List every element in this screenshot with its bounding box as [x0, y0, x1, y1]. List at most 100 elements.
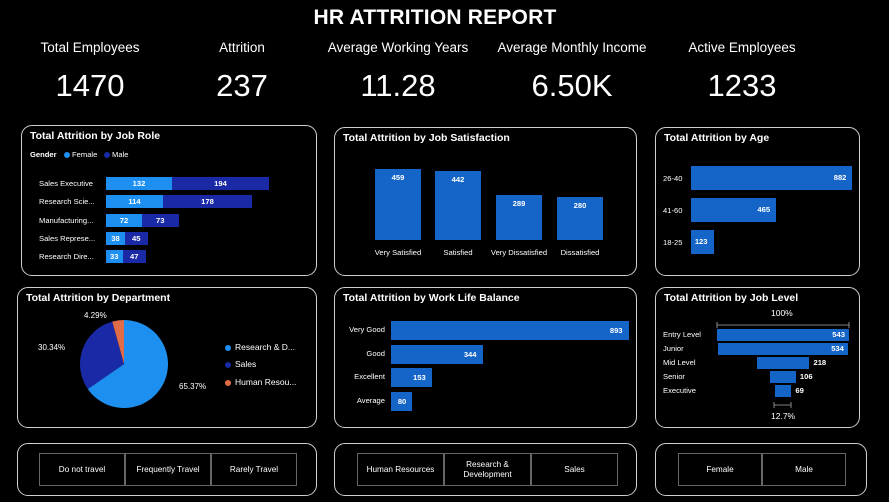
age-bar — [691, 166, 853, 190]
age-label: 18-25 — [663, 238, 683, 247]
legend-title: Gender — [30, 150, 57, 159]
female-dot-icon — [64, 152, 70, 158]
card-title: Total Attrition by Department — [26, 292, 171, 304]
funnel-brackets — [716, 322, 850, 408]
age-bar — [691, 198, 777, 222]
work-life-label: Very Good — [349, 325, 385, 334]
pct-label-rd: 65.37% — [179, 382, 207, 391]
job-level-value: 543 — [832, 330, 845, 339]
job-level-value: 69 — [795, 386, 804, 395]
female-value: 38 — [111, 233, 120, 243]
kpi-attrition: Attrition 237 — [157, 40, 327, 104]
work-life-value: 153 — [413, 373, 426, 382]
slicer-male[interactable]: Male — [762, 453, 846, 486]
job-level-value: 218 — [813, 358, 827, 367]
kpi-value: 11.28 — [360, 68, 436, 103]
pie-slice[interactable] — [87, 320, 168, 408]
job-level-value: 534 — [831, 344, 844, 353]
slicer-human-resources[interactable]: Human Resources — [357, 453, 444, 486]
female-bar — [106, 231, 125, 245]
job-role-label: Sales Executive — [39, 179, 94, 188]
male-bar — [125, 231, 148, 245]
pie-slice[interactable] — [112, 320, 124, 364]
job-level-bar — [756, 357, 810, 369]
male-value: 194 — [214, 179, 227, 188]
legend-label: Human Resou... — [235, 377, 297, 387]
work-life-bar — [391, 344, 483, 364]
male-value: 45 — [132, 233, 141, 243]
male-value: 178 — [201, 197, 214, 207]
job-role-label: Manufacturing... — [39, 215, 94, 225]
male-value: 47 — [130, 252, 139, 262]
kpi-value: 1470 — [55, 68, 125, 103]
kpi-total-employees: Total Employees 1470 — [5, 40, 175, 104]
age-label: 41-60 — [663, 206, 683, 215]
satisfaction-label: Very Dissatisfied — [490, 248, 548, 257]
satisfaction-label: Satisfied — [443, 248, 473, 257]
female-bar — [106, 177, 172, 190]
work-life-label: Excellent — [354, 372, 385, 381]
job-satisfaction-card[interactable]: Total Attrition by Job Satisfaction 459 V… — [334, 127, 637, 276]
slicer-frequently-travel[interactable]: Frequently Travel — [125, 453, 211, 486]
kpi-value: 237 — [216, 68, 268, 103]
report-title: HR ATTRITION REPORT — [313, 6, 557, 29]
legend-label: Research & D... — [235, 342, 295, 352]
funnel-top-pct: 100% — [771, 308, 793, 318]
legend-research[interactable]: Research & D... — [225, 342, 295, 352]
slicer-rarely-travel[interactable]: Rarely Travel — [211, 453, 297, 486]
department-card[interactable]: Total Attrition by Department 4.29% 30.3… — [17, 287, 317, 428]
satisfaction-label: Very Satisfied — [374, 248, 422, 257]
job-level-bar — [717, 329, 849, 341]
legend-male[interactable]: Male — [104, 150, 128, 159]
job-role-label: Research Dire... — [39, 252, 94, 262]
legend-female[interactable]: Female — [64, 150, 97, 159]
job-level-bar — [770, 371, 796, 383]
kpi-label: Attrition — [219, 40, 265, 55]
work-life-bar — [391, 321, 629, 340]
work-life-value: 80 — [397, 396, 407, 406]
work-life-card[interactable]: Total Attrition by Work Life Balance Ver… — [334, 287, 637, 428]
funnel-bottom-pct: 12.7% — [771, 411, 796, 421]
department-slicer-card: Human Resources Research & Development S… — [334, 443, 637, 496]
legend-sales[interactable]: Sales — [225, 359, 256, 369]
legend-label: Sales — [235, 359, 257, 369]
legend-hr[interactable]: Human Resou... — [225, 377, 296, 387]
job-level-bar — [774, 385, 792, 397]
kpi-value: 1233 — [707, 68, 777, 103]
female-value: 33 — [110, 252, 119, 262]
slicer-female[interactable]: Female — [678, 453, 762, 486]
pie-slice[interactable] — [80, 321, 124, 390]
job-level-label: Junior — [663, 344, 684, 353]
work-life-value: 893 — [609, 326, 623, 335]
satisfaction-value: 289 — [512, 199, 526, 209]
age-value: 882 — [833, 173, 847, 182]
job-role-card[interactable]: Total Attrition by Job Role Gender Femal… — [21, 125, 317, 276]
job-level-value: 106 — [799, 372, 813, 381]
age-card[interactable]: Total Attrition by Age 26-40 882 41-60 465 1… — [655, 127, 860, 276]
job-level-card[interactable]: Total Attrition by Job Level 100% Entry … — [655, 287, 860, 428]
slicer-do-not-travel[interactable]: Do not travel — [39, 453, 125, 486]
work-life-bar — [391, 391, 413, 411]
work-life-value: 344 — [463, 349, 477, 359]
job-role-label: Sales Represe... — [39, 233, 96, 243]
slicer-research-development[interactable]: Research & Development — [444, 453, 531, 486]
male-bar — [142, 213, 179, 227]
satisfaction-bar — [375, 168, 421, 240]
card-title: Total Attrition by Work Life Balance — [343, 292, 520, 304]
hr-dot-icon — [225, 379, 231, 386]
card-title: Total Attrition by Job Role — [30, 130, 161, 142]
job-level-label: Entry Level — [663, 330, 701, 339]
slicer-sales[interactable]: Sales — [531, 453, 618, 486]
satisfaction-label: Dissatisfied — [560, 248, 600, 257]
kpi-label: Average Working Years — [327, 40, 469, 55]
satisfaction-value: 459 — [391, 172, 405, 182]
sales-dot-icon — [225, 361, 231, 368]
job-level-label: Senior — [663, 372, 685, 381]
work-life-label: Average — [356, 395, 385, 405]
travel-slicer-card: Do not travel Frequently Travel Rarely T… — [17, 443, 317, 496]
kpi-active-employees: Active Employees 1233 — [657, 40, 827, 104]
age-label: 26-40 — [663, 174, 683, 183]
satisfaction-bar — [496, 195, 542, 240]
kpi-average-monthly-income: Average Monthly Income 6.50K — [487, 40, 657, 104]
job-role-label: Research Scie... — [39, 197, 95, 207]
